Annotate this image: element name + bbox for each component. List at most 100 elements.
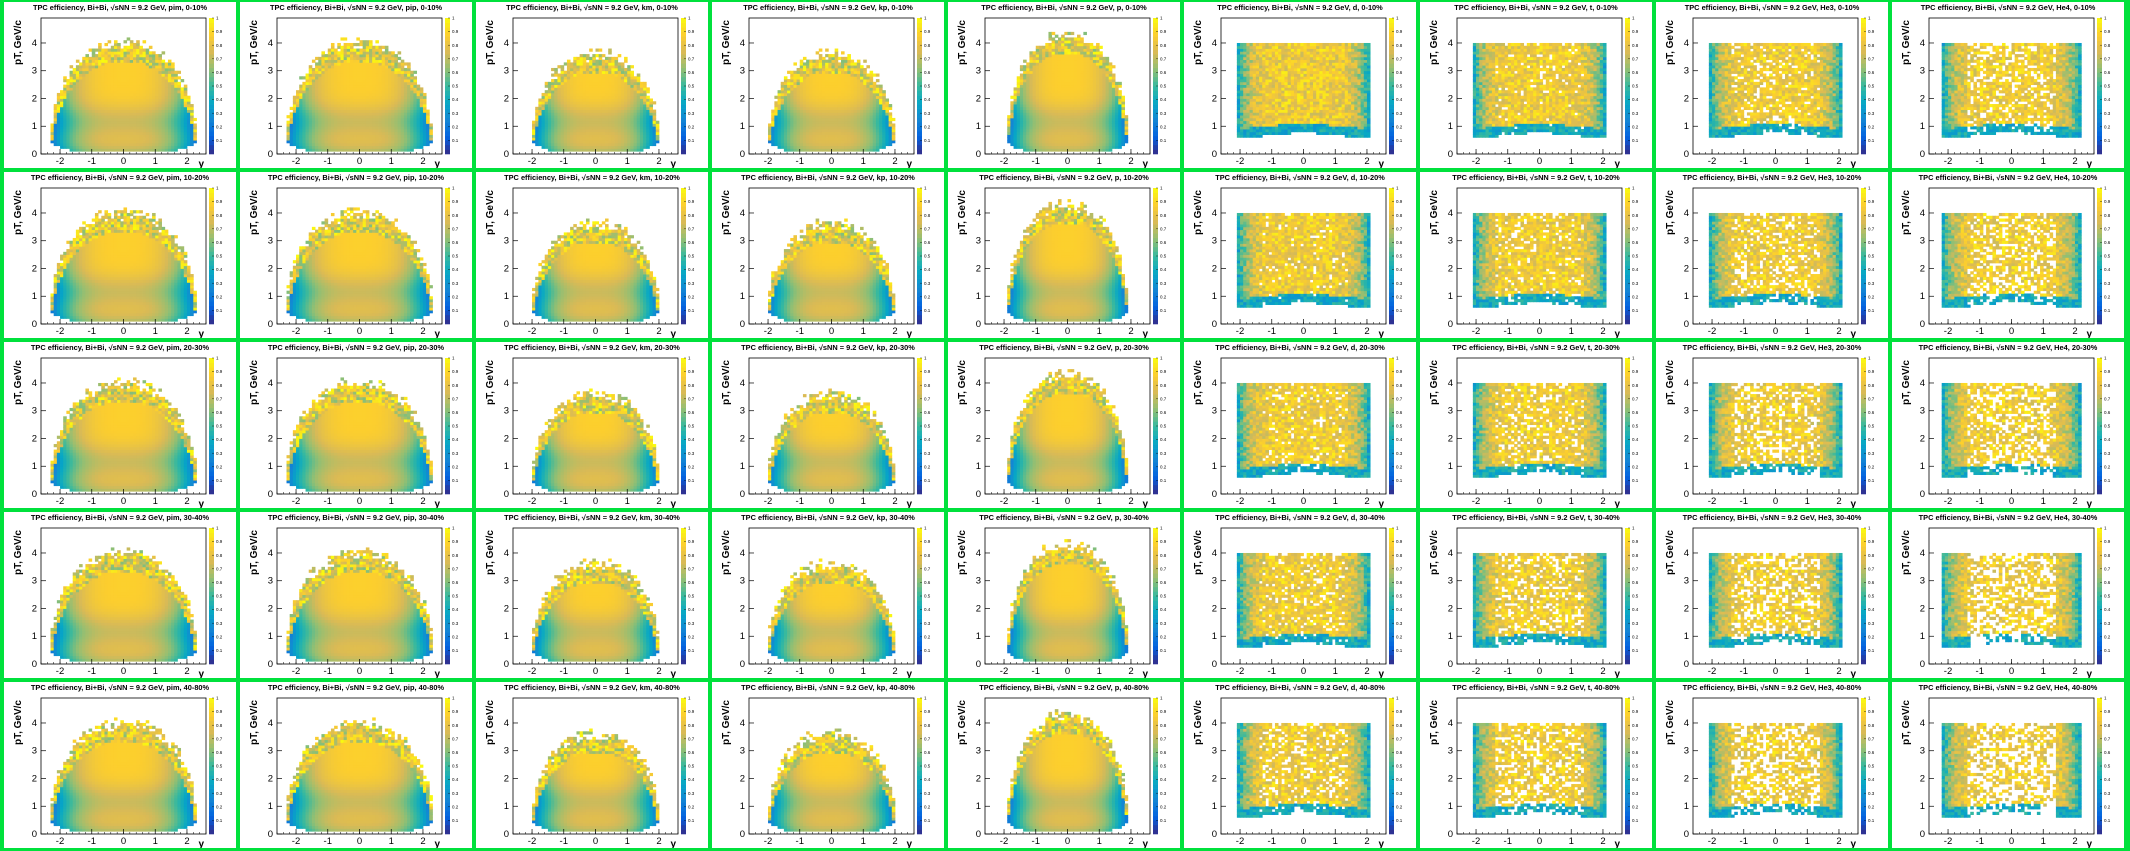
- heatmap-bin: [309, 85, 313, 88]
- heatmap-bin: [127, 110, 131, 113]
- heatmap-bin: [328, 71, 332, 74]
- heatmap-bin: [328, 51, 332, 54]
- heatmap-bin: [174, 118, 178, 121]
- heatmap-bin: [576, 129, 580, 132]
- heatmap-bin: [548, 90, 552, 93]
- efficiency-heatmap: TPC efficiency, Bi+Bi, √sNN = 9.2 GeV, k…: [712, 2, 944, 168]
- heatmap-bin: [152, 146, 156, 149]
- y-tick-label: 0: [504, 149, 509, 160]
- heatmap-bin: [177, 112, 181, 115]
- heatmap-bin: [133, 54, 137, 57]
- heatmap-bin: [347, 98, 351, 101]
- heatmap-bin: [589, 49, 593, 52]
- heatmap-bin: [66, 137, 70, 140]
- heatmap-bin: [143, 68, 147, 71]
- heatmap-bin: [168, 62, 172, 65]
- heatmap-bin: [596, 126, 600, 129]
- heatmap-bin: [114, 40, 118, 43]
- heatmap-bin: [149, 68, 153, 71]
- heatmap-bin: [124, 123, 128, 126]
- heatmap-bin: [567, 115, 571, 118]
- heatmap-bin: [136, 135, 140, 138]
- heatmap-bin: [653, 143, 657, 146]
- heatmap-bin: [774, 137, 778, 140]
- heatmap-bin: [640, 112, 644, 115]
- heatmap-bin: [841, 65, 845, 68]
- heatmap-bin: [580, 121, 584, 124]
- heatmap-bin: [360, 140, 364, 143]
- heatmap-bin: [819, 93, 823, 96]
- heatmap-bin: [124, 68, 128, 71]
- heatmap-bin: [363, 90, 367, 93]
- heatmap-bin: [548, 135, 552, 138]
- heatmap-bin: [66, 140, 70, 143]
- heatmap-bin: [337, 123, 341, 126]
- heatmap-bin: [599, 74, 603, 77]
- heatmap-bin: [124, 121, 128, 124]
- heatmap-bin: [139, 118, 143, 121]
- heatmap-bin: [111, 68, 115, 71]
- heatmap-bin: [95, 71, 99, 74]
- heatmap-bin: [793, 121, 797, 124]
- heatmap-bin: [573, 107, 577, 110]
- heatmap-bin: [812, 79, 816, 82]
- heatmap-bin: [401, 118, 405, 121]
- heatmap-bin: [570, 90, 574, 93]
- heatmap-bin: [417, 135, 421, 138]
- heatmap-bin: [592, 65, 596, 68]
- heatmap-bin: [98, 74, 102, 77]
- heatmap-bin: [634, 115, 638, 118]
- heatmap-bin: [79, 85, 83, 88]
- heatmap-bin: [809, 79, 813, 82]
- heatmap-bin: [385, 101, 389, 104]
- heatmap-bin: [299, 143, 303, 146]
- heatmap-bin: [586, 74, 590, 77]
- heatmap-bin: [60, 93, 64, 96]
- heatmap-bin: [860, 118, 864, 121]
- heatmap-bin: [356, 79, 360, 82]
- heatmap-bin: [124, 82, 128, 85]
- heatmap-bin: [394, 57, 398, 60]
- x-tick-label: -1: [324, 156, 332, 167]
- heatmap-bin: [70, 137, 74, 140]
- x-tick-label: 2: [420, 156, 425, 167]
- heatmap-bin: [784, 107, 788, 110]
- heatmap-bin: [296, 135, 300, 138]
- heatmap-bin: [287, 140, 291, 143]
- heatmap-bin: [143, 51, 147, 54]
- heatmap-bin: [608, 82, 612, 85]
- heatmap-bin: [382, 79, 386, 82]
- heatmap-bin: [561, 68, 565, 71]
- heatmap-bin: [117, 115, 121, 118]
- heatmap-bin: [618, 104, 622, 107]
- heatmap-bin: [85, 87, 89, 90]
- heatmap-bin: [340, 68, 344, 71]
- heatmap-bin: [63, 112, 67, 115]
- heatmap-bin: [551, 107, 555, 110]
- heatmap-bin: [133, 76, 137, 79]
- heatmap-bin: [847, 140, 851, 143]
- heatmap-bin: [287, 135, 291, 138]
- heatmap-bin: [554, 143, 558, 146]
- heatmap-bin: [781, 143, 785, 146]
- heatmap-bin: [548, 87, 552, 90]
- heatmap-bin: [117, 71, 121, 74]
- heatmap-bin: [800, 143, 804, 146]
- heatmap-bin: [838, 82, 842, 85]
- heatmap-bin: [630, 140, 634, 143]
- heatmap-bin: [797, 98, 801, 101]
- heatmap-bin: [331, 49, 335, 52]
- heatmap-bin: [79, 93, 83, 96]
- heatmap-bin: [535, 140, 539, 143]
- heatmap-bin: [318, 132, 322, 135]
- heatmap-bin: [583, 129, 587, 132]
- heatmap-bin: [168, 121, 172, 124]
- heatmap-bin: [806, 146, 810, 149]
- heatmap-bin: [318, 82, 322, 85]
- heatmap-bin: [356, 129, 360, 132]
- heatmap-bin: [624, 76, 628, 79]
- heatmap-bin: [366, 123, 370, 126]
- heatmap-bin: [379, 146, 383, 149]
- heatmap-bin: [854, 112, 858, 115]
- heatmap-bin: [800, 74, 804, 77]
